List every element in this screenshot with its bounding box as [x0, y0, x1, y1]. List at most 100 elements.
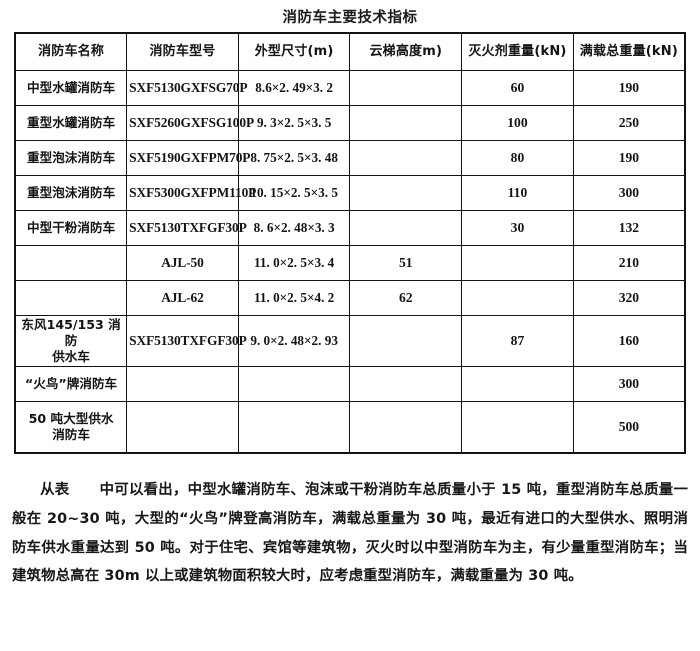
- cell-model: SXF5130GXFSG70P: [126, 70, 248, 106]
- cell-text: 11. 0×2. 5×4. 2: [254, 289, 335, 305]
- cell-ladder-height: [349, 366, 463, 402]
- cell-text: “火鸟”牌消防车: [25, 376, 118, 392]
- cell-text: SXF5190GXFPM70P: [129, 149, 251, 165]
- cell-agent-weight: 80: [461, 140, 574, 176]
- column-header-dimensions: 外型尺寸(m): [237, 32, 351, 71]
- table-row: 重型水罐消防车 SXF5260GXFSG100P 9. 3×2. 5×3. 5 100…: [14, 105, 686, 141]
- table-body: 中型水罐消防车 SXF5130GXFSG70P 8.6×2. 49×3. 2 60 19…: [14, 70, 686, 454]
- column-header-vehicle-model: 消防车型号: [126, 32, 239, 71]
- cell-name: 重型泡沫消防车: [14, 175, 128, 211]
- cell-model: SXF5260GXFSG100P: [126, 105, 254, 141]
- cell-agent-weight: [461, 245, 574, 281]
- cell-text: 320: [618, 289, 640, 305]
- cell-dimensions: 10. 15×2. 5×3. 5: [237, 175, 351, 211]
- cell-gross-weight: 210: [572, 245, 686, 281]
- cell-dimensions: 8. 75×2. 5×3. 48: [237, 140, 351, 176]
- cell-gross-weight: 160: [572, 315, 686, 367]
- cell-text: 重型泡沫消防车: [27, 150, 116, 166]
- cell-dimensions: 11. 0×2. 5×4. 2: [237, 280, 351, 316]
- cell-text: 300: [618, 184, 640, 200]
- cell-text: 8.6×2. 49×3. 2: [255, 79, 333, 95]
- cell-model: SXF5130TXFGF30P: [126, 315, 247, 367]
- spec-table-container: 消防车名称 消防车型号 外型尺寸(m) 云梯高度m) 灭火剂重量(kN) 满载总…: [14, 32, 686, 454]
- column-header-agent-weight: 灭火剂重量(kN): [461, 32, 574, 71]
- page-title: 消防车主要技术指标: [282, 10, 418, 26]
- cell-text: SXF5130TXFGF30P: [129, 219, 247, 235]
- cell-name: [14, 280, 128, 316]
- cell-ladder-height: [349, 175, 463, 211]
- cell-text: 10. 15×2. 5×3. 5: [250, 184, 338, 200]
- table-row: 重型泡沫消防车 SXF5300GXFPM110P 10. 15×2. 5×3. 5 1…: [14, 175, 686, 211]
- cell-agent-weight: [461, 401, 574, 454]
- cell-text: SXF5130GXFSG70P: [129, 79, 248, 95]
- cell-text: SXF5130TXFGF30P: [129, 332, 247, 348]
- cell-dimensions: 8. 6×2. 48×3. 3: [237, 210, 351, 246]
- cell-dimensions: 9. 0×2. 48×2. 93: [237, 315, 351, 367]
- cell-agent-weight: [461, 280, 574, 316]
- cell-agent-weight: 100: [461, 105, 574, 141]
- cell-name: [14, 245, 128, 281]
- cell-ladder-height: [349, 315, 463, 367]
- paragraph-body: 中可以看出，中型水罐消防车、泡沫或干粉消防车总质量小于 15 吨，重型消防车总质…: [12, 482, 688, 585]
- cell-gross-weight: 132: [572, 210, 686, 246]
- cell-model: [126, 366, 239, 402]
- cell-agent-weight: [461, 366, 574, 402]
- cell-ladder-height: [349, 70, 463, 106]
- cell-text: 190: [618, 79, 640, 95]
- cell-gross-weight: 250: [572, 105, 686, 141]
- cell-agent-weight: 60: [461, 70, 574, 106]
- column-header-vehicle-name: 消防车名称: [14, 32, 128, 71]
- fire-truck-spec-table: 消防车名称 消防车型号 外型尺寸(m) 云梯高度m) 灭火剂重量(kN) 满载总…: [14, 32, 686, 454]
- cell-model: AJL-50: [126, 245, 239, 281]
- cell-model: [126, 401, 239, 454]
- cell-text: 190: [618, 149, 640, 165]
- explanatory-paragraph: 从表 中可以看出，中型水罐消防车、泡沫或干粉消防车总质量小于 15 吨，重型消防车…: [12, 476, 688, 591]
- cell-text: AJL-62: [161, 289, 204, 305]
- cell-text: 210: [618, 254, 640, 270]
- cell-text: 8. 6×2. 48×3. 3: [253, 219, 335, 235]
- table-row: 重型泡沫消防车 SXF5190GXFPM70P 8. 75×2. 5×3. 48 80…: [14, 140, 686, 176]
- cell-ladder-height: [349, 140, 463, 176]
- cell-agent-weight: 30: [461, 210, 574, 246]
- cell-gross-weight: 320: [572, 280, 686, 316]
- cell-text: 132: [618, 219, 640, 235]
- cell-text: AJL-50: [161, 254, 204, 270]
- cell-text: 中型干粉消防车: [27, 220, 116, 236]
- column-header-gross-weight: 满载总重量(kN): [572, 32, 686, 71]
- table-row: 50 吨大型供水 消防车 500: [14, 401, 686, 454]
- cell-dimensions: [237, 401, 351, 454]
- cell-gross-weight: 300: [572, 366, 686, 402]
- cell-text: 87: [510, 332, 525, 348]
- cell-model: AJL-62: [126, 280, 239, 316]
- cell-gross-weight: 500: [572, 401, 686, 454]
- cell-text: 供水车: [52, 348, 90, 364]
- table-row: “火鸟”牌消防车 300: [14, 366, 686, 402]
- cell-agent-weight: 87: [461, 315, 574, 367]
- cell-text: 中型水罐消防车: [27, 80, 116, 96]
- cell-gross-weight: 190: [572, 140, 686, 176]
- cell-text: 60: [510, 79, 525, 95]
- table-row: AJL-50 11. 0×2. 5×3. 4 51 210: [14, 245, 686, 281]
- cell-text: 62: [399, 289, 413, 305]
- cell-text: 100: [507, 114, 528, 130]
- table-row: 中型干粉消防车 SXF5130TXFGF30P 8. 6×2. 48×3. 3 30 1…: [14, 210, 686, 246]
- table-row: AJL-62 11. 0×2. 5×4. 2 62 320: [14, 280, 686, 316]
- cell-text: SXF5300GXFPM110P: [129, 184, 257, 200]
- cell-text: 500: [618, 418, 640, 434]
- cell-ladder-height: [349, 210, 463, 246]
- cell-text: 51: [399, 254, 413, 270]
- table-row: 东风145/153 消防 供水车 SXF5130TXFGF30P 9. 0×2. 48…: [14, 315, 686, 367]
- table-header-row: 消防车名称 消防车型号 外型尺寸(m) 云梯高度m) 灭火剂重量(kN) 满载总…: [14, 32, 686, 71]
- cell-gross-weight: 300: [572, 175, 686, 211]
- cell-model: SXF5190GXFPM70P: [126, 140, 250, 176]
- cell-text: 160: [618, 332, 640, 348]
- cell-text: 消防车: [52, 427, 90, 442]
- cell-text: 30: [510, 219, 525, 235]
- cell-name: 东风145/153 消防 供水车: [14, 315, 128, 367]
- cell-name: 50 吨大型供水 消防车: [14, 401, 128, 454]
- cell-model: SXF5300GXFPM110P: [126, 175, 256, 211]
- cell-text: 80: [510, 149, 525, 165]
- cell-ladder-height: [349, 401, 463, 454]
- cell-name: “火鸟”牌消防车: [14, 366, 128, 402]
- cell-ladder-height: 51: [349, 245, 463, 281]
